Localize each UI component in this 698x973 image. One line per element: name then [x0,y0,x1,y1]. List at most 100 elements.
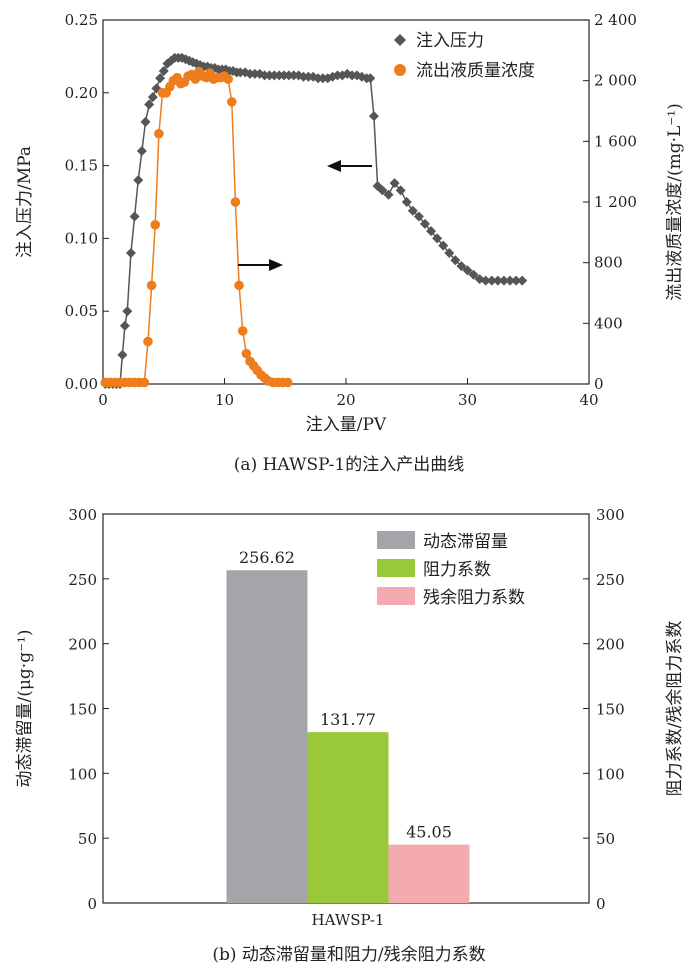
y-tick-label: 250 [68,571,97,589]
concentration-point [241,348,252,359]
y2-tick-label: 400 [594,314,623,332]
y-axis-label: 注入压力/MPa [15,146,35,258]
concentration-point [190,74,201,84]
y-tick-label: 50 [78,830,97,848]
caption-b: (b) 动态滞留量和阻力/残余阻力系数 [212,945,485,965]
y-tick-label: 0.25 [65,11,98,29]
pressure-point [395,185,406,196]
chart-a: 0 10 20 30 40 0.00 0.05 0.10 0.15 0.20 0.25 0 400 800… [15,11,685,475]
pressure-point [517,275,528,286]
bar-value-label: 131.77 [320,710,376,729]
bar-2 [307,732,389,903]
series-line-1 [105,57,523,385]
y2-axis-label: 阻力系数/残余阻力系数 [665,621,685,797]
pressure-point [155,73,166,84]
pressure-point [438,240,449,251]
pressure-point [505,275,516,286]
concentration-point [139,377,150,388]
concentration-point [223,74,233,84]
y-tick-label: 0 [87,895,97,913]
y2-tick-label: 2 400 [594,11,637,29]
chart-b: 0 50 100 150 200 250 300 0 50 100 150 200 250 300 256.… [15,506,685,965]
right-arrow-head [269,259,283,271]
pressure-point [389,178,400,189]
pressure-point [486,275,497,286]
y-tick-label: 0.15 [65,157,98,175]
concentration-point [143,336,153,347]
pressure-point [122,306,133,317]
y-axis-label: 动态滞留量/(μg·g⁻¹) [15,630,35,788]
pressure-point [432,233,443,244]
pressure-point [492,275,503,286]
pressure-point [119,320,130,331]
pressure-point [377,185,388,196]
legend-swatch-1 [377,531,415,549]
pressure-point [511,275,522,286]
y-tick-label: 200 [68,636,97,654]
concentration-point [230,197,241,207]
y2-tick-label: 1 600 [594,132,637,150]
x-tick-label: 20 [336,391,355,409]
pressure-point [158,65,169,76]
pressure-point [133,175,144,186]
legend-marker-pressure [394,34,406,46]
concentration-point [154,128,164,139]
y2-tick-label: 0 [594,375,604,393]
y2-tick-label: 300 [596,506,625,524]
y2-tick-label: 100 [596,765,625,783]
pressure-point [456,261,467,272]
legend-label: 残余阻力系数 [423,588,525,608]
y2-axis-label: 流出液质量浓度/(mg·L⁻¹) [665,103,685,300]
concentration-point [237,326,248,336]
x-tick-label: 30 [458,391,477,409]
pressure-point [401,197,412,207]
y-tick-label: 0.00 [65,375,98,393]
y-tick-label: 300 [68,506,97,524]
pressure-point [480,275,491,286]
legend-swatch-3 [377,587,415,605]
y-tick-label: 0.10 [65,229,98,247]
pressure-point [365,73,376,84]
bar-value-label: 45.05 [406,823,452,842]
x-tick-label: 10 [215,391,234,409]
y-tick-label: 100 [68,765,97,783]
y-tick-label: 0.05 [65,302,98,320]
pressure-point [426,226,437,237]
y2-tick-label: 50 [596,830,615,848]
y2-tick-label: 200 [596,636,625,654]
y2-tick-label: 2 000 [594,72,637,90]
pressure-point [125,247,136,258]
pressure-point [140,116,151,127]
pressure-point [498,275,509,286]
x-tick-label: 0 [98,391,108,409]
pressure-point [147,92,158,103]
pressure-point [129,211,140,222]
bar-1 [226,570,308,903]
y2-tick-label: 150 [596,701,625,719]
legend-label: 流出液质量浓度 [416,61,535,81]
pressure-point [468,269,479,280]
y-tick-label: 150 [68,701,97,719]
legend-swatch-2 [377,559,415,577]
series-line-2 [105,70,288,384]
y2-tick-label: 800 [594,254,623,272]
pressure-point [117,349,128,360]
pressure-point [444,247,455,258]
legend-label: 注入压力 [416,31,484,51]
pressure-point [419,218,430,229]
pressure-point [450,255,461,266]
pressure-point [462,265,473,276]
x-category-label: HAWSP-1 [312,911,385,929]
bar-value-label: 256.62 [239,548,295,567]
concentration-point [234,280,244,291]
bar-3 [388,844,470,903]
left-arrow-head [327,160,341,172]
concentration-point [146,280,157,291]
x-tick-label: 40 [579,391,598,409]
legend-label: 阻力系数 [423,560,491,580]
pressure-point [413,211,424,222]
legend-label: 动态滞留量 [423,532,508,552]
concentration-point [226,97,237,107]
y2-tick-label: 0 [596,895,606,913]
